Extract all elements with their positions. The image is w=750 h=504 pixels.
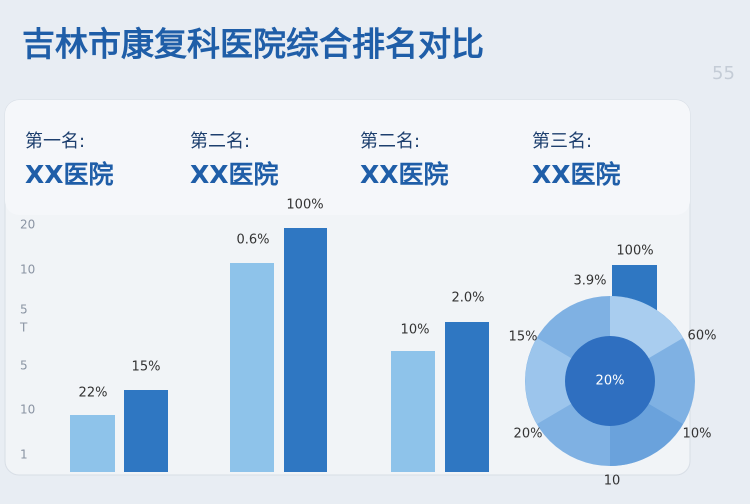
bar-label: 0.6%	[236, 233, 269, 248]
bar-label: 10%	[401, 323, 430, 338]
rank: 第一名:	[25, 131, 85, 152]
donut	[525, 296, 695, 466]
rank: 第二名:	[360, 131, 420, 152]
donut-center	[565, 336, 655, 426]
donut-label: 20%	[596, 374, 625, 389]
corner-note: 55	[712, 63, 735, 84]
hospital-name: XX医院	[532, 160, 621, 189]
rank: 第二名:	[190, 131, 250, 152]
bar-label: 100%	[286, 198, 323, 213]
axis-label: 5	[20, 303, 28, 317]
bar	[284, 228, 327, 472]
title: 吉林市康复科医院综合排名对比	[22, 25, 484, 64]
hospital-name: XX医院	[360, 160, 449, 189]
axis-label: 1	[20, 448, 28, 462]
donut-label: 15%	[509, 330, 538, 345]
donut-label: 60%	[688, 329, 717, 344]
donut-label: 10%	[683, 427, 712, 442]
axis-label: 10	[20, 403, 35, 417]
donut-label: 3.9%	[573, 274, 606, 289]
donut-label: 100%	[616, 244, 653, 259]
hospital-name: XX医院	[190, 160, 279, 189]
card-header	[5, 100, 690, 215]
rank: 第三名:	[532, 131, 592, 152]
bar	[445, 322, 489, 472]
bar	[391, 351, 435, 472]
bar-label: 2.0%	[451, 291, 484, 306]
axis-label: 20	[20, 218, 35, 232]
donut-label: 20%	[514, 427, 543, 442]
bar	[124, 390, 168, 472]
axis-label: T	[19, 321, 28, 335]
bar	[230, 263, 274, 472]
bar-label: 15%	[132, 360, 161, 375]
axis-label: 5	[20, 359, 28, 373]
donut-label: 10	[604, 474, 621, 489]
bar	[70, 415, 115, 472]
bar-label: 22%	[79, 386, 108, 401]
hospital-name: XX医院	[25, 160, 114, 189]
axis-label: 10	[20, 263, 35, 277]
